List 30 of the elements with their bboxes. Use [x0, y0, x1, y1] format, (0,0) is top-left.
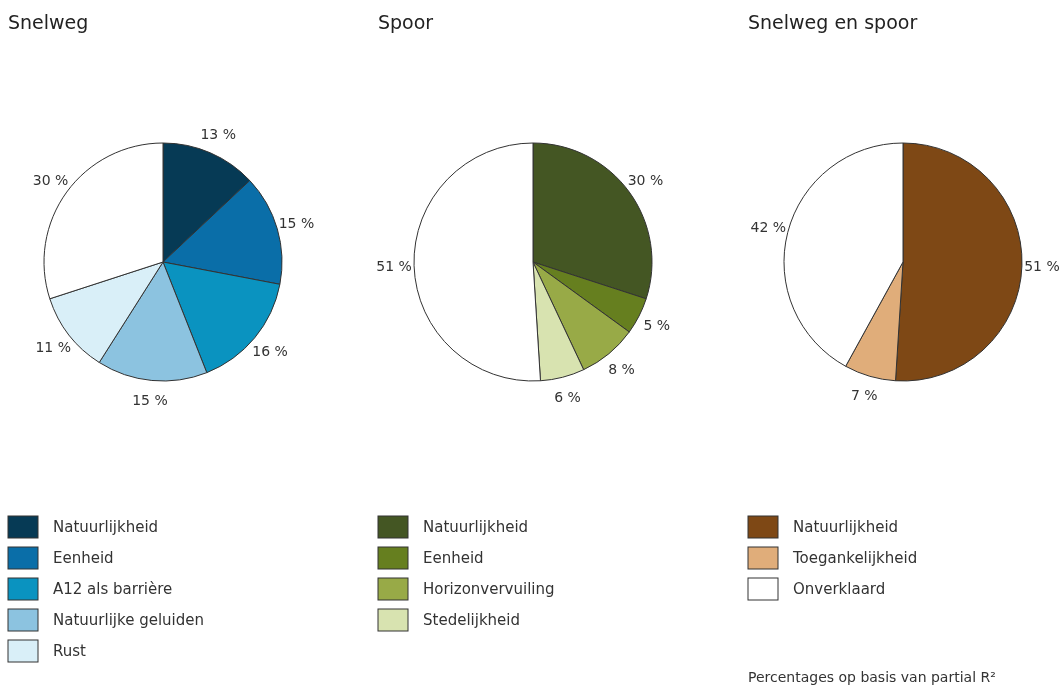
data-label: 51 % — [376, 258, 412, 275]
data-label: 11 % — [35, 339, 71, 356]
chart-title: Spoor — [378, 11, 434, 33]
legend-label: Natuurlijke geluiden — [53, 611, 204, 630]
legend-label: Eenheid — [53, 549, 114, 568]
data-label: 16 % — [252, 342, 288, 359]
legend-label: Horizonvervuiling — [423, 580, 555, 599]
legend-label: Onverklaard — [793, 580, 886, 599]
data-label: 8 % — [608, 361, 635, 377]
legend-label: Eenheid — [423, 549, 484, 568]
legend-label: Toegankelijkheid — [792, 549, 918, 568]
chart-title: Snelweg — [8, 11, 89, 33]
data-label: 5 % — [643, 317, 671, 333]
data-label: 6 % — [554, 388, 581, 405]
legend-label: Natuurlijkheid — [793, 518, 899, 537]
legend-label: Natuurlijkheid — [423, 518, 529, 537]
text: Percentages op basis van partial R² — [748, 669, 996, 685]
legend-label: A12 als barrière — [53, 580, 173, 599]
data-label: 30 % — [32, 172, 69, 189]
data-label: 13 % — [200, 126, 236, 143]
data-label: 7 % — [850, 387, 878, 404]
data-label: 42 % — [750, 219, 787, 236]
data-label: 51 % — [1024, 258, 1060, 275]
data-label: 30 % — [627, 172, 664, 189]
chart-title: Snelweg en spoor — [748, 11, 918, 33]
legend-label: Stedelijkheid — [423, 611, 520, 630]
data-label: 15 % — [278, 215, 315, 232]
data-label: 15 % — [132, 392, 168, 409]
legend-label: Rust — [53, 642, 87, 661]
legend-label: Natuurlijkheid — [53, 518, 159, 537]
